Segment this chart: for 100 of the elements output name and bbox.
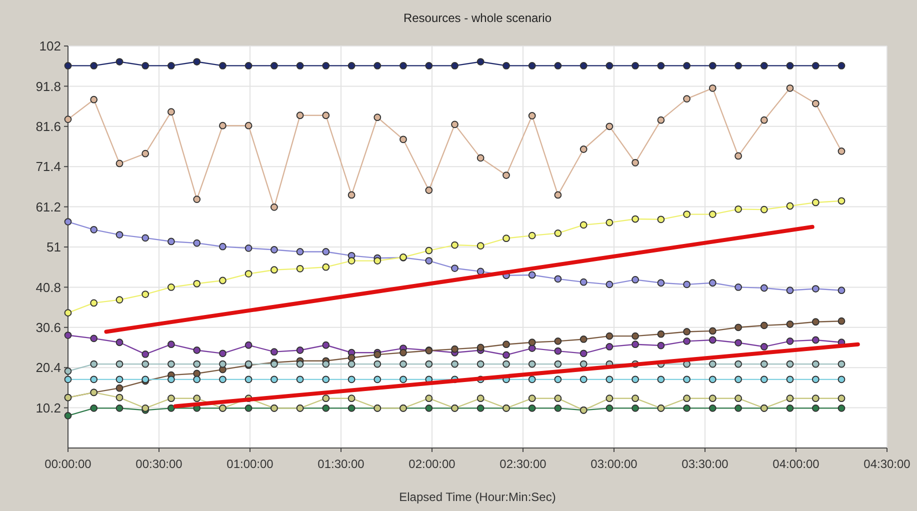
point — [580, 376, 588, 384]
point — [812, 285, 820, 292]
point — [244, 270, 252, 278]
point — [683, 95, 690, 103]
point — [167, 394, 175, 402]
point — [374, 360, 382, 368]
point — [348, 376, 356, 384]
point — [632, 332, 639, 340]
point — [580, 146, 588, 153]
point — [116, 231, 124, 238]
point — [838, 62, 846, 70]
point — [528, 376, 536, 384]
point — [348, 257, 356, 264]
x-tick-label: 03:30:00 — [682, 457, 729, 471]
point — [606, 343, 614, 350]
point — [90, 299, 98, 307]
point — [708, 327, 716, 335]
point — [812, 394, 820, 402]
point — [683, 62, 690, 70]
point — [193, 239, 201, 247]
point — [64, 116, 72, 124]
point — [683, 394, 690, 402]
point — [425, 246, 433, 254]
point — [734, 394, 742, 402]
point — [322, 62, 330, 70]
point — [708, 336, 716, 344]
point — [476, 242, 484, 250]
point — [734, 324, 742, 332]
point — [64, 412, 72, 420]
point — [786, 62, 794, 70]
point — [348, 394, 356, 402]
point — [451, 62, 458, 70]
point — [554, 337, 562, 345]
point — [838, 148, 846, 155]
point — [476, 360, 484, 368]
point — [167, 284, 175, 291]
point — [554, 191, 562, 199]
point — [296, 62, 304, 70]
point — [708, 84, 716, 92]
point — [683, 337, 690, 345]
point — [425, 394, 433, 402]
point — [219, 350, 226, 358]
point — [193, 376, 201, 384]
point — [193, 196, 201, 204]
point — [632, 276, 639, 284]
point — [322, 248, 330, 256]
x-tick-label: 00:30:00 — [136, 457, 183, 471]
point — [528, 112, 536, 120]
point — [244, 376, 252, 384]
point — [708, 279, 716, 287]
point — [451, 360, 458, 368]
point — [296, 112, 304, 120]
point — [167, 108, 175, 116]
point — [90, 404, 98, 412]
point — [554, 275, 562, 283]
point — [580, 62, 588, 70]
point — [348, 191, 356, 199]
point — [580, 350, 588, 358]
point — [528, 62, 536, 70]
point — [296, 346, 304, 354]
point — [632, 158, 639, 166]
point — [708, 394, 716, 402]
point — [580, 221, 588, 229]
point — [760, 116, 768, 124]
point — [116, 338, 124, 346]
point — [374, 114, 382, 122]
x-tick-label: 04:30:00 — [864, 457, 911, 471]
y-tick-label: 102 — [39, 38, 61, 54]
point — [734, 339, 742, 346]
point — [786, 360, 794, 368]
point — [116, 160, 124, 168]
point — [425, 186, 433, 194]
point — [632, 62, 639, 70]
point — [683, 280, 690, 288]
point — [400, 136, 407, 144]
point — [244, 341, 252, 349]
point — [167, 62, 175, 70]
point — [244, 62, 252, 70]
point — [657, 330, 665, 338]
point — [296, 264, 304, 272]
point — [502, 360, 510, 368]
point — [734, 376, 742, 384]
point — [632, 215, 639, 223]
point — [683, 328, 690, 336]
point — [580, 278, 588, 286]
point — [786, 320, 794, 328]
point — [812, 198, 820, 206]
point — [374, 257, 382, 264]
point — [425, 257, 433, 264]
point — [322, 112, 330, 120]
point — [838, 376, 846, 384]
point — [270, 376, 278, 384]
x-tick-label: 02:30:00 — [500, 457, 547, 471]
point — [64, 376, 72, 384]
point — [270, 348, 278, 356]
point — [606, 62, 614, 70]
point — [116, 404, 124, 412]
point — [193, 370, 201, 378]
point — [142, 360, 150, 368]
point — [296, 376, 304, 384]
